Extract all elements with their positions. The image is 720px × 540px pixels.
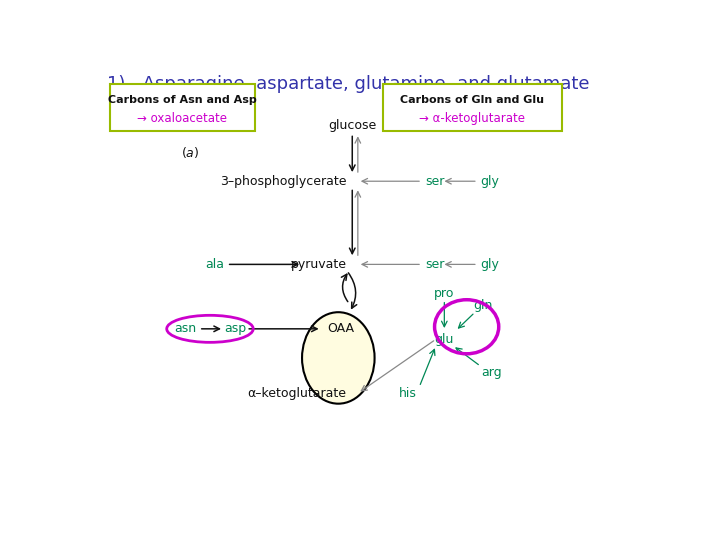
Text: ala: ala [205, 258, 224, 271]
Text: gly: gly [481, 258, 500, 271]
Text: OAA: OAA [327, 322, 354, 335]
Text: 1)   Asparagine, aspartate, glutamine, and glutamate: 1) Asparagine, aspartate, glutamine, and… [107, 75, 589, 93]
Ellipse shape [302, 312, 374, 404]
Text: arg: arg [482, 366, 502, 379]
Text: pyruvate: pyruvate [291, 258, 347, 271]
Text: α–ketoglutarate: α–ketoglutarate [248, 387, 347, 400]
Text: Carbons of Gln and Glu: Carbons of Gln and Glu [400, 95, 544, 105]
Text: glucose: glucose [328, 119, 377, 132]
Text: his: his [399, 387, 417, 400]
Text: Carbons of Asn and Asp: Carbons of Asn and Asp [108, 95, 256, 105]
Text: ser: ser [425, 258, 444, 271]
Text: $(a)$: $(a)$ [181, 145, 199, 160]
Text: → oxaloacetate: → oxaloacetate [137, 112, 227, 125]
Text: gln: gln [474, 300, 493, 313]
FancyBboxPatch shape [383, 84, 562, 131]
Text: asp: asp [224, 322, 246, 335]
Text: asn: asn [174, 322, 196, 335]
Text: ser: ser [425, 175, 444, 188]
Text: → α-ketoglutarate: → α-ketoglutarate [419, 112, 525, 125]
FancyBboxPatch shape [109, 84, 255, 131]
Text: 3–phosphoglycerate: 3–phosphoglycerate [220, 175, 347, 188]
Text: glu: glu [435, 333, 454, 346]
Text: gly: gly [481, 175, 500, 188]
Text: pro: pro [434, 287, 454, 300]
